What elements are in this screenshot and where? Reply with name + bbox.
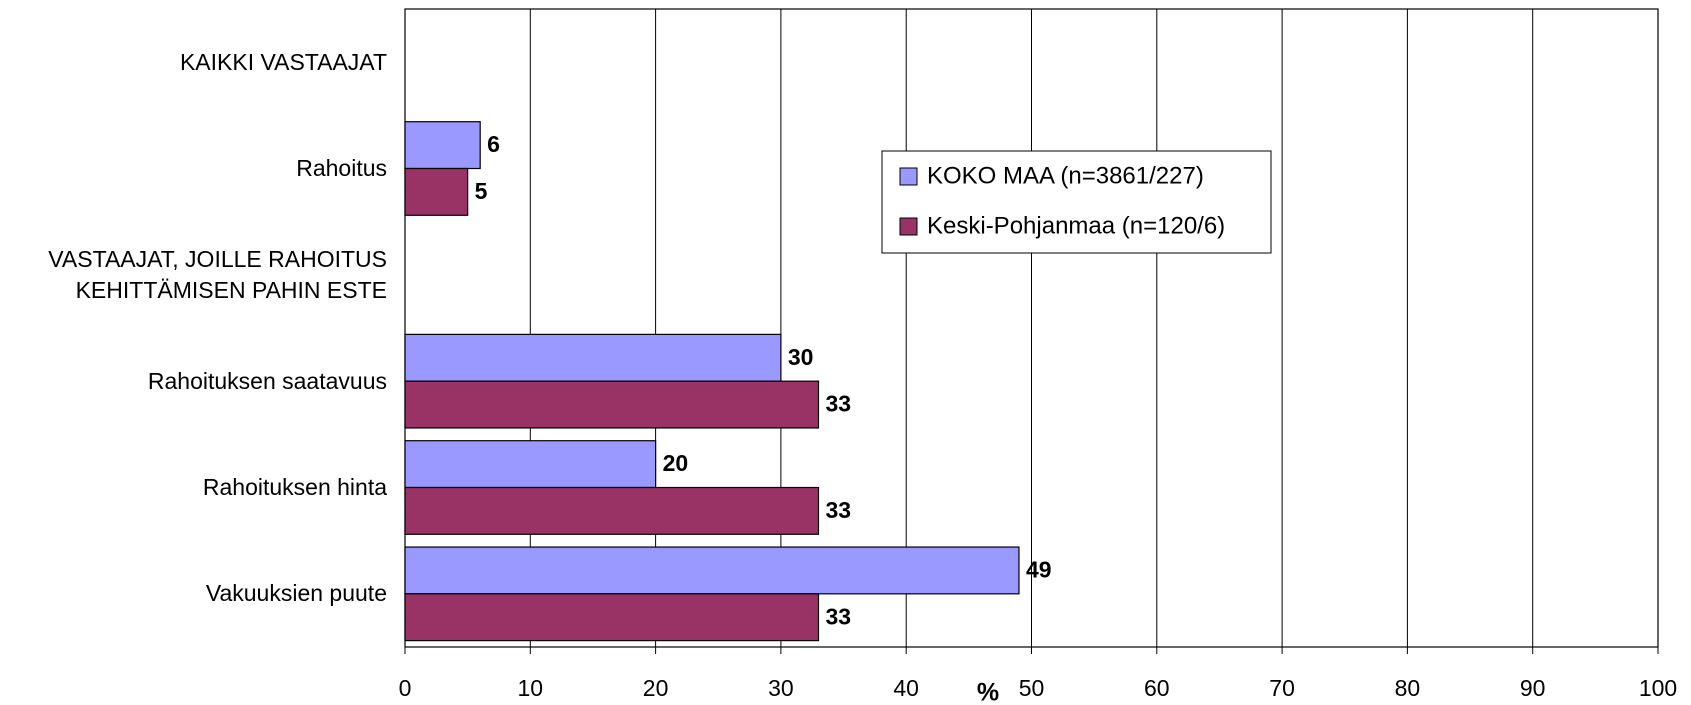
y-tick-label: VASTAAJAT, JOILLE RAHOITUS KEHITTÄMISEN …	[48, 245, 387, 303]
y-tick-label: KAIKKI VASTAAJAT	[179, 48, 387, 75]
x-tick-label: 70	[1269, 675, 1295, 701]
bar	[404, 333, 782, 382]
value-label: 6	[487, 131, 500, 157]
bar	[404, 546, 1020, 595]
x-tick-label: 40	[893, 675, 919, 701]
value-label: 30	[788, 344, 814, 370]
x-tick-label: 90	[1520, 675, 1546, 701]
plot-border	[404, 8, 1659, 648]
x-tick-label: 30	[768, 675, 794, 701]
value-label: 20	[663, 450, 689, 476]
x-tick-label: 0	[399, 675, 412, 701]
x-axis-label: %	[977, 679, 999, 705]
legend-box	[881, 150, 1272, 254]
bar	[404, 593, 820, 642]
y-tick-label: Rahoituksen hinta	[202, 474, 387, 500]
x-tick-label: 60	[1144, 675, 1170, 701]
y-tick-label: Rahoitus	[296, 155, 387, 181]
value-label: 33	[825, 391, 851, 417]
bar	[404, 167, 469, 216]
x-tick-label: 10	[518, 675, 544, 701]
y-tick-label: Rahoituksen saatavuus	[147, 367, 387, 394]
x-tick-label: 100	[1639, 675, 1677, 701]
value-label: 33	[825, 603, 851, 629]
value-label: 5	[475, 178, 488, 204]
value-label: 33	[825, 497, 851, 523]
legend-label: KOKO MAA (n=3861/227)	[927, 162, 1204, 189]
x-tick-label: 80	[1395, 675, 1421, 701]
bar	[404, 486, 820, 535]
bar	[404, 121, 481, 170]
x-tick-label: 20	[643, 675, 669, 701]
value-label: 49	[1026, 557, 1052, 583]
x-tick-label: 50	[1019, 675, 1045, 701]
y-tick-label: Vakuuksien puute	[205, 580, 387, 607]
legend-label: Keski-Pohjanmaa (n=120/6)	[927, 212, 1225, 239]
legend-swatch	[899, 217, 918, 236]
legend: KOKO MAA (n=3861/227) Keski-Pohjanmaa (n=…	[881, 150, 1272, 254]
bar	[404, 380, 820, 429]
legend-swatch	[899, 167, 918, 186]
bar	[404, 440, 657, 489]
